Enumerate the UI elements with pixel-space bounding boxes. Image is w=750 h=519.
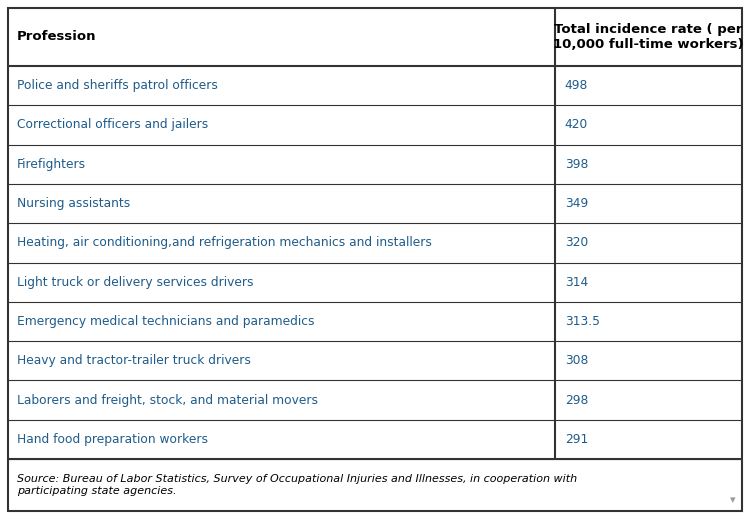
Text: Laborers and freight, stock, and material movers: Laborers and freight, stock, and materia… bbox=[17, 393, 318, 406]
Text: 314: 314 bbox=[565, 276, 588, 289]
Text: 308: 308 bbox=[565, 354, 588, 367]
Text: ▾: ▾ bbox=[730, 495, 736, 505]
Text: Light truck or delivery services drivers: Light truck or delivery services drivers bbox=[17, 276, 254, 289]
Text: Firefighters: Firefighters bbox=[17, 158, 86, 171]
Text: 313.5: 313.5 bbox=[565, 315, 600, 328]
Text: 398: 398 bbox=[565, 158, 588, 171]
Text: Hand food preparation workers: Hand food preparation workers bbox=[17, 433, 208, 446]
Text: 349: 349 bbox=[565, 197, 588, 210]
Text: 420: 420 bbox=[565, 118, 588, 131]
Text: Police and sheriffs patrol officers: Police and sheriffs patrol officers bbox=[17, 79, 217, 92]
Text: 291: 291 bbox=[565, 433, 588, 446]
Text: 298: 298 bbox=[565, 393, 588, 406]
Text: Emergency medical technicians and paramedics: Emergency medical technicians and parame… bbox=[17, 315, 314, 328]
Text: Heavy and tractor-trailer truck drivers: Heavy and tractor-trailer truck drivers bbox=[17, 354, 250, 367]
Text: Correctional officers and jailers: Correctional officers and jailers bbox=[17, 118, 208, 131]
Text: 320: 320 bbox=[565, 236, 588, 249]
Text: Nursing assistants: Nursing assistants bbox=[17, 197, 130, 210]
Text: 498: 498 bbox=[565, 79, 588, 92]
Text: Heating, air conditioning,and refrigeration mechanics and installers: Heating, air conditioning,and refrigerat… bbox=[17, 236, 432, 249]
Text: Profession: Profession bbox=[17, 31, 97, 44]
Text: Source: Bureau of Labor Statistics, Survey of Occupational Injuries and Illnesse: Source: Bureau of Labor Statistics, Surv… bbox=[17, 474, 578, 496]
Text: Total incidence rate ( per
10,000 full-time workers): Total incidence rate ( per 10,000 full-t… bbox=[553, 23, 744, 51]
